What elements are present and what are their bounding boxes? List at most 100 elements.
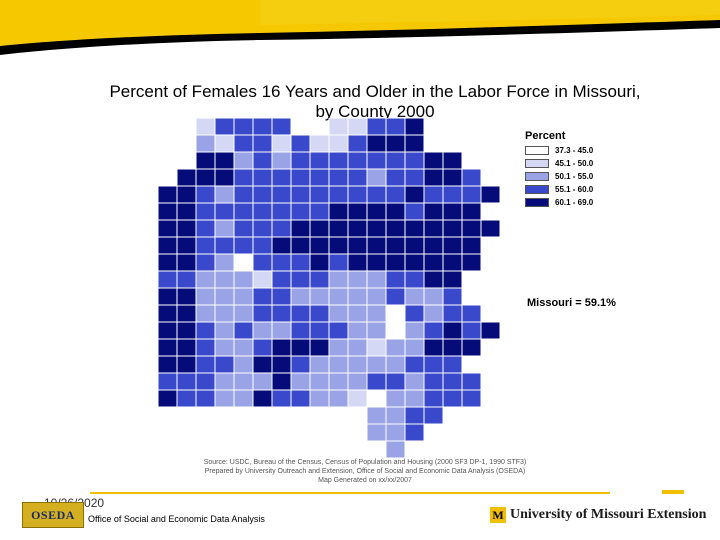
county-cell [195,151,216,170]
county-cell [328,118,349,136]
county-cell [290,270,311,289]
county-cell [442,168,463,187]
legend-item: 60.1 - 69.0 [525,197,593,208]
county-cell [423,321,444,340]
county-cell [176,185,197,204]
county-cell [252,287,273,306]
county-cell [271,236,292,255]
state-average: Missouri = 59.1% [527,297,616,309]
county-cell [233,287,254,306]
county-cell [252,253,273,272]
county-cell [309,389,330,408]
county-cell [423,287,444,306]
county-cell [385,134,406,153]
county-cell [480,219,501,238]
county-cell [366,219,387,238]
footer-accent [662,490,684,494]
county-cell [385,440,406,458]
county-cell [328,321,349,340]
county-cell [328,236,349,255]
county-cell [233,338,254,357]
county-cell [347,372,368,391]
county-cell [271,253,292,272]
county-cell [423,236,444,255]
county-cell [366,236,387,255]
county-cell [157,287,178,306]
county-cell [252,134,273,153]
county-cell [404,423,425,442]
county-cell [461,253,482,272]
county-cell [214,270,235,289]
county-cell [404,185,425,204]
county-cell [271,355,292,374]
county-cell [404,372,425,391]
county-cell [347,355,368,374]
county-cell [271,168,292,187]
county-cell [157,270,178,289]
legend-item: 50.1 - 55.0 [525,171,593,182]
county-cell [271,185,292,204]
county-cell [214,287,235,306]
county-cell [328,185,349,204]
county-cell [176,321,197,340]
county-cell [290,372,311,391]
county-cell [366,118,387,136]
extension-logo-text: University of Missouri Extension [510,507,707,522]
county-cell [423,406,444,425]
county-cell [385,287,406,306]
county-cell [461,389,482,408]
county-cell [328,134,349,153]
county-cell [366,270,387,289]
county-cell [157,372,178,391]
county-cell [347,270,368,289]
county-cell [385,321,406,340]
county-cell [176,389,197,408]
county-cell [176,253,197,272]
legend-label-5: 60.1 - 69.0 [555,198,594,207]
county-cell [214,321,235,340]
county-cell [385,270,406,289]
county-cell [214,151,235,170]
county-cell [385,236,406,255]
county-cell [347,287,368,306]
county-cell [214,219,235,238]
county-cell [271,134,292,153]
county-cell [461,236,482,255]
county-cell [347,134,368,153]
county-cell [461,304,482,323]
county-cell [233,118,254,136]
county-cell [328,304,349,323]
county-cell [252,118,273,136]
county-cell [157,321,178,340]
county-cell [423,219,444,238]
county-cell [347,168,368,187]
county-cell [423,151,444,170]
county-cell [347,321,368,340]
county-cell [271,270,292,289]
county-cell [195,134,216,153]
county-cell [309,219,330,238]
county-cell [271,202,292,221]
county-cell [461,168,482,187]
county-cell [271,287,292,306]
county-cell [157,219,178,238]
county-cell [233,304,254,323]
county-cell [309,372,330,391]
county-cell [157,253,178,272]
county-cell [214,236,235,255]
county-cell [404,134,425,153]
county-cell [385,338,406,357]
county-cell [442,185,463,204]
legend-item: 37.3 - 45.0 [525,145,593,156]
county-cell [309,270,330,289]
county-cell [347,118,368,136]
county-cell [385,219,406,238]
county-cell [176,219,197,238]
county-grid [157,118,501,458]
county-cell [252,185,273,204]
county-cell [442,253,463,272]
county-cell [176,202,197,221]
county-cell [328,389,349,408]
legend-swatch-5 [525,198,549,207]
extension-logo: M University of Missouri Extension [490,507,706,523]
